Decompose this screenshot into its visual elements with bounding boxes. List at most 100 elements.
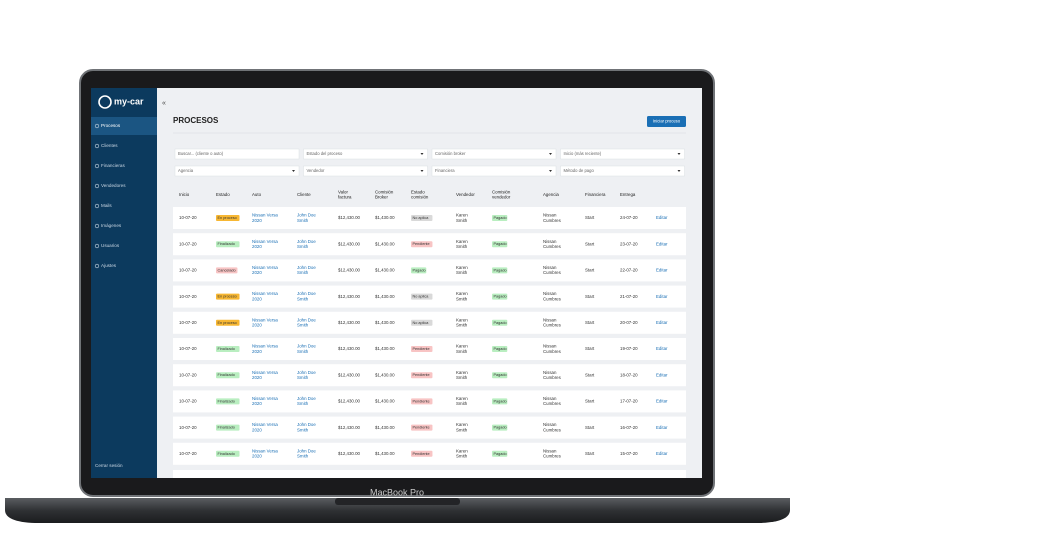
filter-label[interactable]: Vendedor — [307, 168, 326, 173]
cell: 22-07-20 — [620, 268, 638, 273]
filter[interactable] — [174, 165, 300, 177]
cell-link[interactable]: John Doe — [297, 396, 316, 401]
cell-link[interactable]: Nissan Versa — [252, 448, 278, 453]
cell-link[interactable]: Nissan Versa — [252, 213, 278, 218]
menu-item[interactable]: Financieras — [101, 163, 125, 168]
cell-link[interactable]: John Doe — [297, 239, 316, 244]
status-label: Pendiente — [413, 399, 430, 403]
edit-link[interactable]: Editar — [656, 294, 668, 299]
cell-link[interactable]: Smith — [297, 270, 309, 275]
status-badge — [216, 372, 240, 379]
start-button-label[interactable]: Iniciar proceso — [653, 119, 681, 124]
cell-link[interactable]: John Doe — [297, 265, 316, 270]
menu-item[interactable]: Ajustes — [101, 263, 117, 268]
back-button[interactable]: « — [162, 100, 166, 107]
cell-link[interactable]: Nissan Versa — [252, 422, 278, 427]
edit-link[interactable]: Editar — [656, 451, 668, 456]
menu-item[interactable]: Vendedores — [101, 183, 126, 188]
cell-link[interactable]: John Doe — [297, 291, 316, 296]
status-label: Pagado — [494, 399, 507, 403]
cell-link[interactable]: Smith — [297, 427, 309, 432]
cell-link[interactable]: Nissan Versa — [252, 291, 278, 296]
cell-link[interactable]: Smith — [297, 218, 309, 223]
edit-link[interactable]: Editar — [656, 399, 668, 404]
menu-item[interactable]: Mails — [101, 203, 112, 208]
filter-label[interactable]: Método de pago — [564, 168, 595, 173]
status-badge — [411, 267, 427, 274]
cell-link[interactable]: Nissan Versa — [252, 317, 278, 322]
cell-link[interactable]: 2020 — [252, 349, 262, 354]
menu-item[interactable]: Clientes — [101, 143, 118, 148]
edit-link[interactable]: Editar — [656, 425, 668, 430]
cell: 10-07-20 — [179, 215, 197, 220]
cell-link[interactable]: Smith — [297, 401, 309, 406]
cell-link[interactable]: Smith — [297, 323, 309, 328]
cell-link[interactable]: Nissan Versa — [252, 396, 278, 401]
filter[interactable] — [303, 165, 428, 177]
start-button[interactable] — [647, 116, 686, 127]
cell-link[interactable]: Smith — [297, 454, 309, 459]
cell-link[interactable]: John Doe — [297, 317, 316, 322]
filter[interactable] — [431, 165, 557, 177]
filter[interactable] — [431, 148, 557, 160]
cell-link[interactable]: 2020 — [252, 218, 262, 223]
status-label: Pagado — [494, 373, 507, 377]
cell: Start — [585, 241, 595, 246]
dropdown-arrow — [420, 170, 424, 172]
filter[interactable] — [174, 148, 300, 160]
cell-link[interactable]: 2020 — [252, 296, 262, 301]
cell: $1,430.00 — [375, 346, 395, 351]
cell-link[interactable]: Smith — [297, 244, 309, 249]
cell-link[interactable]: Smith — [297, 375, 309, 380]
filter-label[interactable]: Estado del proceso — [307, 151, 344, 156]
cell-link[interactable]: 2020 — [252, 270, 262, 275]
cell: 19-07-20 — [620, 346, 638, 351]
cell-link[interactable]: Nissan Versa — [252, 344, 278, 349]
cell: Smith — [456, 349, 468, 354]
filter-label[interactable]: Inicio (más reciente) — [564, 151, 602, 156]
status-badge — [492, 215, 508, 221]
cell-link[interactable]: John Doe — [297, 370, 316, 375]
cell-link[interactable]: 2020 — [252, 244, 262, 249]
filter-label[interactable]: Financiera — [435, 168, 455, 173]
menu-item[interactable]: Usuarios — [101, 243, 120, 248]
dropdown-arrow — [677, 170, 681, 172]
cell-link[interactable]: Nissan Versa — [252, 239, 278, 244]
cell-link[interactable]: Smith — [297, 349, 309, 354]
cell-link[interactable]: 2020 — [252, 375, 262, 380]
cell: Smith — [456, 427, 468, 432]
filter-label[interactable]: Agencia — [178, 168, 194, 173]
cell-link[interactable]: 2020 — [252, 454, 262, 459]
cell: Nissan — [543, 344, 557, 349]
filter-label[interactable]: Comisión broker — [435, 151, 466, 156]
filter[interactable] — [303, 148, 428, 160]
filter[interactable] — [560, 148, 685, 160]
edit-link[interactable]: Editar — [656, 346, 668, 351]
filter[interactable] — [560, 165, 685, 177]
edit-link[interactable]: Editar — [656, 241, 668, 246]
cell: Smith — [456, 296, 468, 301]
edit-link[interactable]: Editar — [656, 372, 668, 377]
cell-link[interactable]: 2020 — [252, 323, 262, 328]
logout[interactable]: Cerrar sesión — [95, 463, 123, 468]
dropdown-arrow — [292, 170, 295, 172]
cell-link[interactable]: 2020 — [252, 427, 262, 432]
menu-item[interactable]: Procesos — [101, 123, 121, 128]
cell: 17-07-20 — [620, 399, 638, 404]
cell-link[interactable]: Smith — [297, 296, 309, 301]
edit-link[interactable]: Editar — [656, 320, 668, 325]
cell-link[interactable]: Nissan Versa — [252, 370, 278, 375]
filter-label[interactable]: Buscar... (cliente o auto) — [178, 151, 224, 156]
menu-icon — [94, 203, 100, 209]
cell-link[interactable]: 2020 — [252, 401, 262, 406]
cell-link[interactable]: Nissan Versa — [252, 265, 278, 270]
edit-link[interactable]: Editar — [656, 268, 668, 273]
logo-icon — [98, 95, 112, 109]
cell-link[interactable]: John Doe — [297, 422, 316, 427]
cell-link[interactable]: John Doe — [297, 448, 316, 453]
cell-link[interactable]: John Doe — [297, 344, 316, 349]
cell: 24-07-20 — [620, 215, 638, 220]
menu-item[interactable]: Imágenes — [101, 223, 122, 228]
cell-link[interactable]: John Doe — [297, 213, 316, 218]
edit-link[interactable]: Editar — [656, 215, 668, 220]
